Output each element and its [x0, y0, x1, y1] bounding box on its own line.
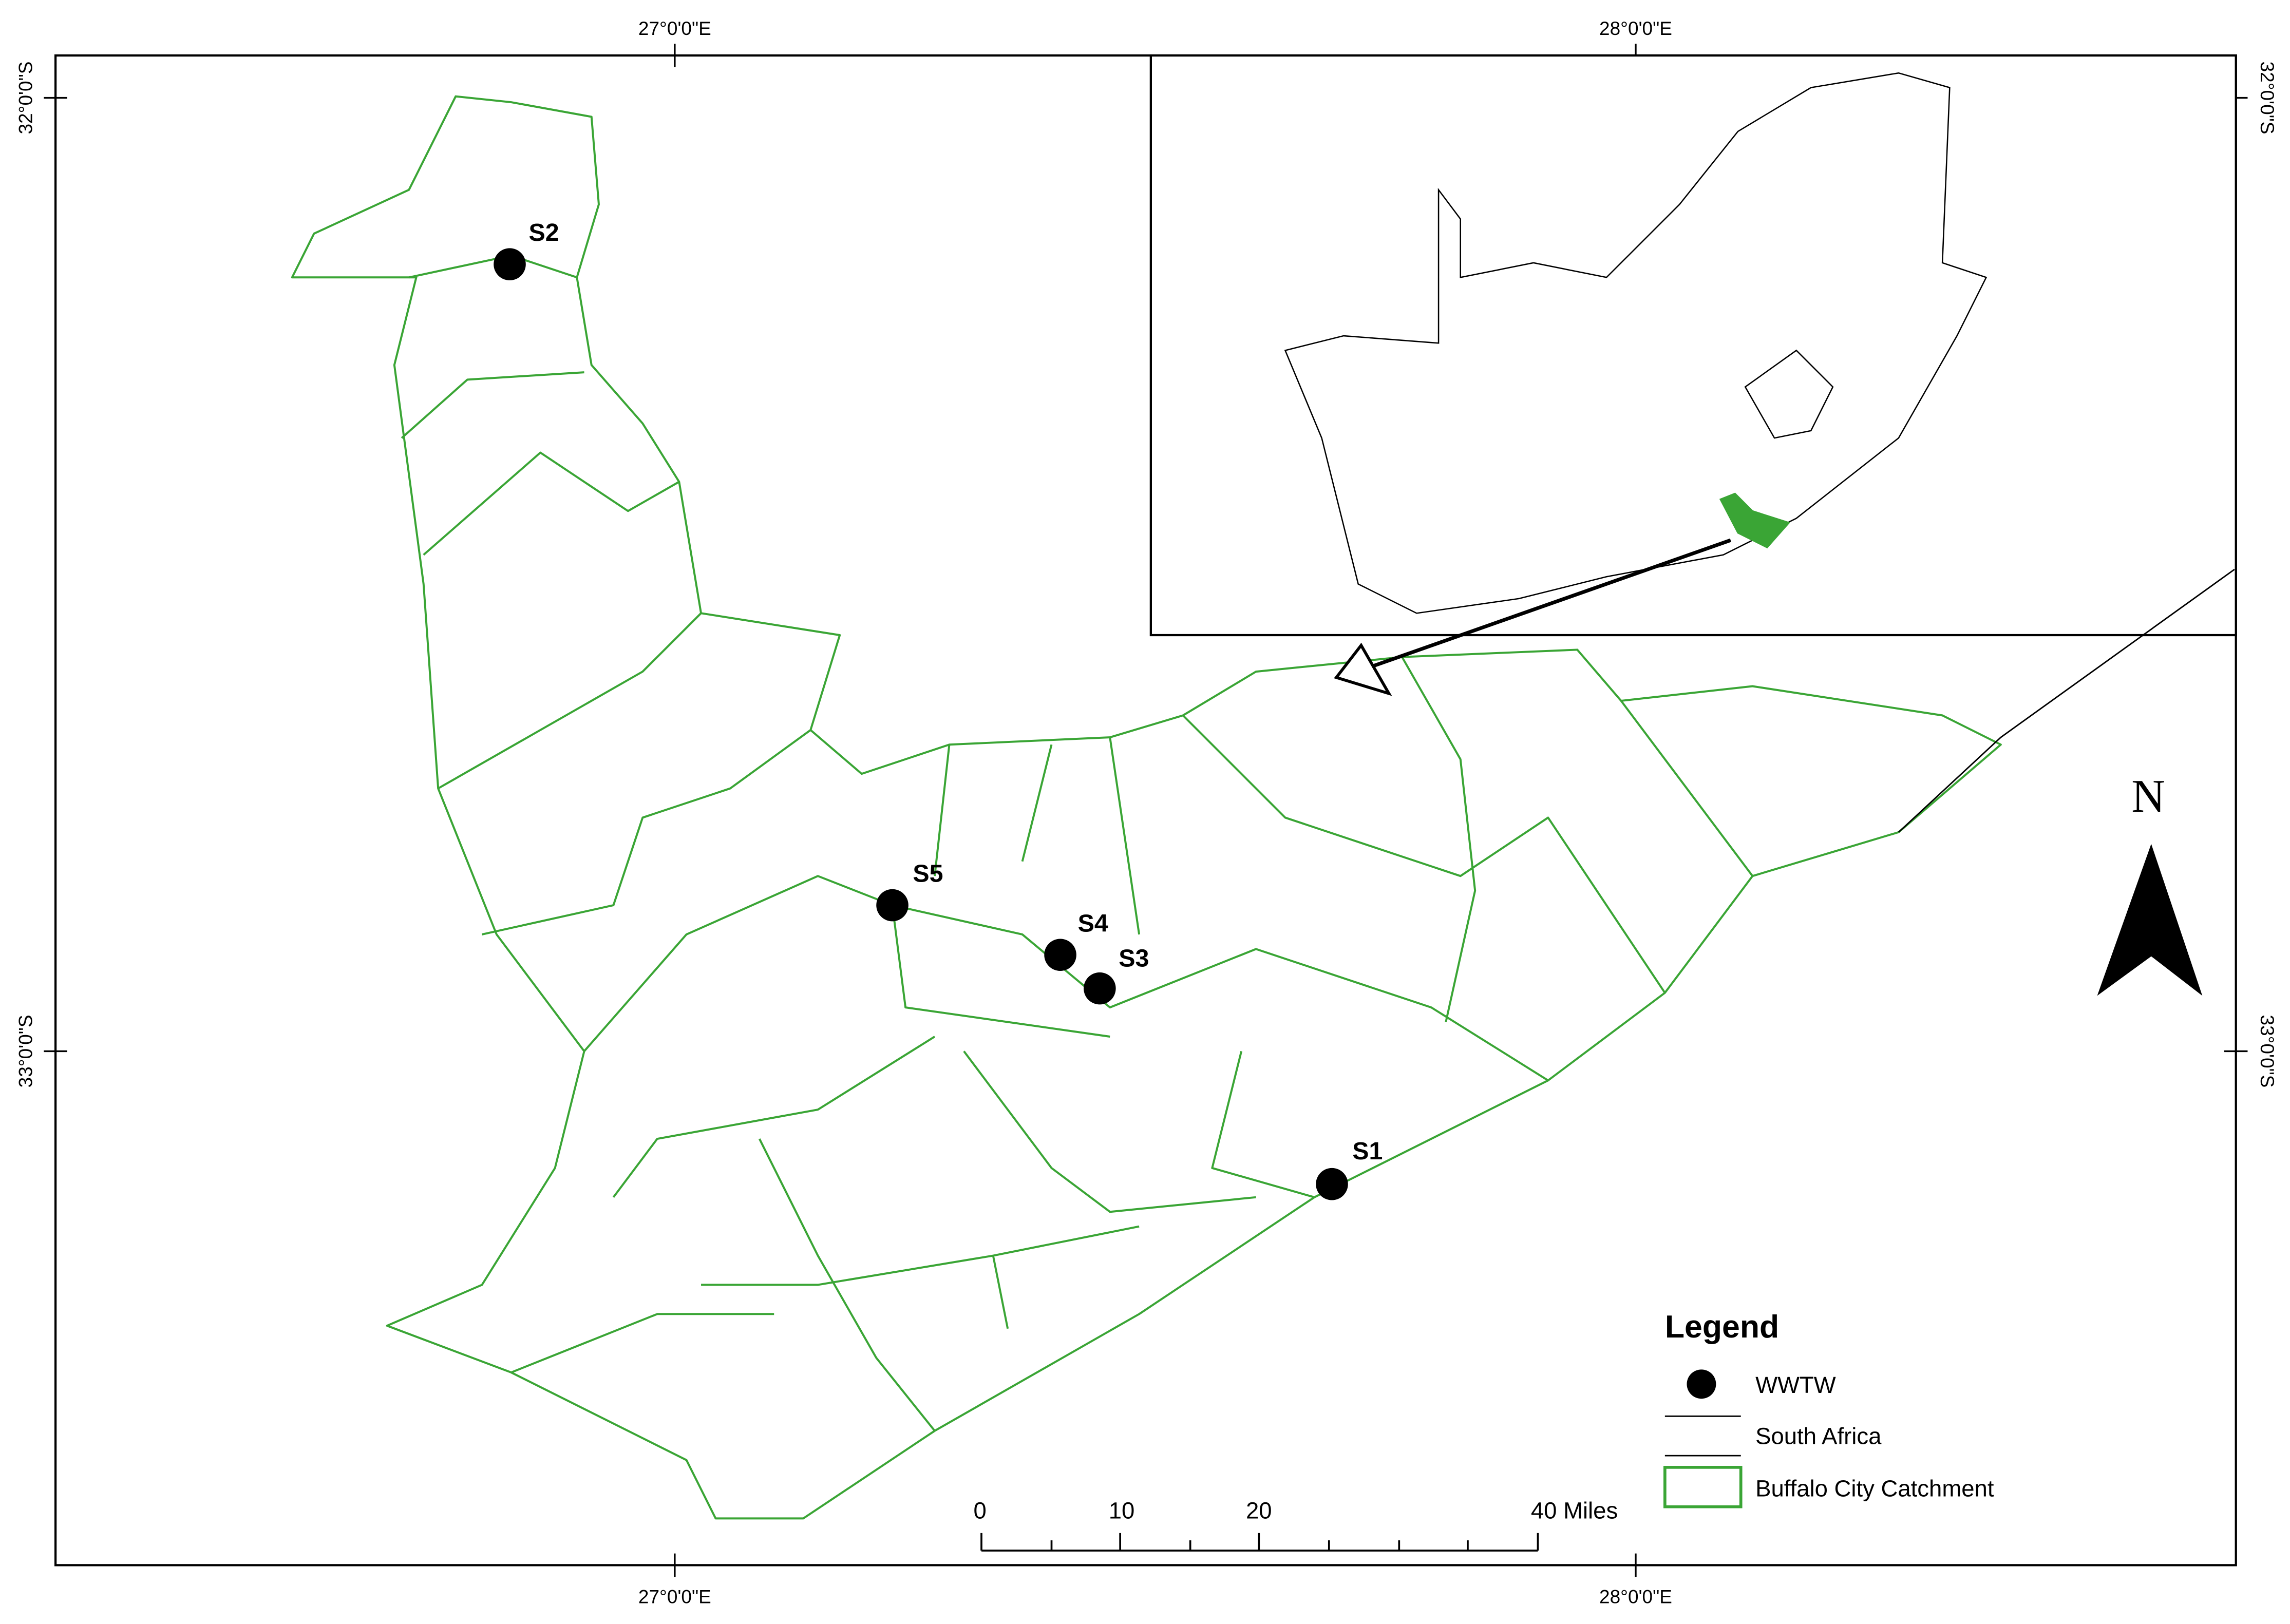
legend-symbol — [1687, 1369, 1716, 1399]
scale-bar — [980, 1533, 1539, 1552]
scale-label: 40 Miles — [1531, 1497, 1618, 1523]
scale-label: 10 — [1109, 1497, 1135, 1523]
site-label: S5 — [913, 860, 943, 888]
site-label: S2 — [528, 219, 559, 246]
north-label: N — [2131, 770, 2165, 822]
north-arrow — [2097, 844, 2203, 996]
legend-title: Legend — [1665, 1309, 1779, 1345]
locator-arrow — [1365, 538, 1731, 671]
legend-symbol — [1663, 1466, 1743, 1508]
inset-frame — [1149, 54, 2237, 637]
map-frame — [54, 54, 2237, 1566]
wwtw-site — [494, 248, 526, 280]
wwtw-site — [1316, 1168, 1348, 1200]
south-africa-outline — [1284, 72, 1988, 614]
coord-label: 32°0'0"S — [2257, 62, 2278, 135]
sites: S1 S2 S3 S4 S5 — [494, 219, 1383, 1200]
coord-label: 33°0'0"S — [2257, 1015, 2278, 1088]
coord-label: 27°0'0"E — [638, 1586, 711, 1607]
coord-label: 28°0'0"E — [1599, 18, 1672, 39]
legend-label: South Africa — [1755, 1423, 1882, 1449]
coord-label: 28°0'0"E — [1599, 1586, 1672, 1607]
site-label: S1 — [1352, 1137, 1383, 1165]
coord-label: 27°0'0"E — [638, 18, 711, 39]
wwtw-site — [1044, 939, 1076, 971]
coastline — [1898, 568, 2235, 833]
coord-label: 32°0'0"S — [15, 62, 36, 135]
legend-label: WWTW — [1755, 1372, 1836, 1398]
coord-label: 33°0'0"S — [15, 1015, 36, 1088]
site-label: S4 — [1078, 909, 1108, 937]
legend-label: Buffalo City Catchment — [1755, 1476, 1994, 1502]
scale-label: 0 — [974, 1497, 987, 1523]
inset-catchment — [1719, 492, 1791, 549]
wwtw-site — [1084, 972, 1116, 1005]
wwtw-site — [876, 889, 909, 922]
site-label: S3 — [1119, 945, 1149, 972]
scale-label: 20 — [1246, 1497, 1272, 1523]
locator-arrowhead — [1334, 642, 1392, 696]
